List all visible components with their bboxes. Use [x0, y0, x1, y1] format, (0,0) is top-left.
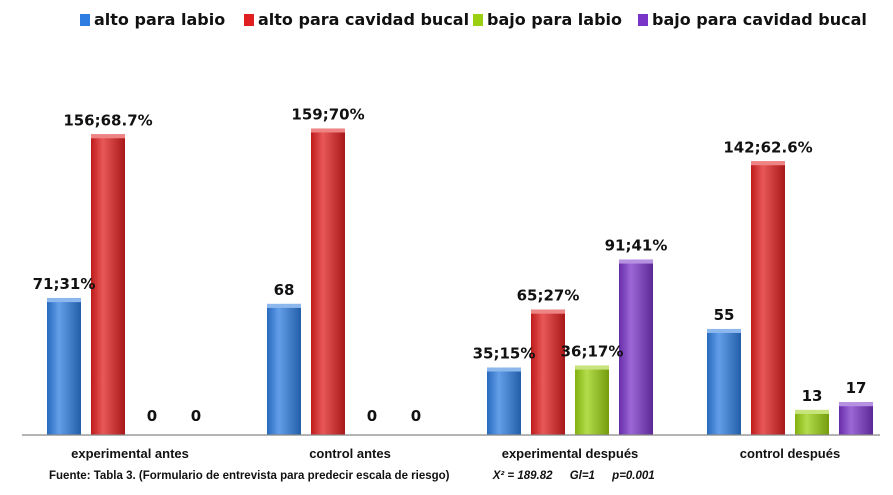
- category-label: experimental después: [502, 446, 639, 461]
- chart-footer: Fuente: Tabla 3. (Formulario de entrevis…: [49, 470, 669, 482]
- data-label: 159;70%: [291, 105, 364, 123]
- bar: [267, 303, 301, 435]
- bar-top: [311, 128, 345, 133]
- data-label: 156;68.7%: [63, 111, 152, 129]
- statistics: X² = 189.82 Gl=1 p=0.001: [493, 470, 669, 482]
- bar: [619, 259, 653, 435]
- bar: [795, 409, 829, 435]
- chi-square-value: X² = 189.82: [492, 470, 553, 482]
- bar-top: [267, 303, 301, 308]
- bar: [839, 402, 873, 435]
- degrees-of-freedom: Gl=1: [569, 470, 595, 482]
- data-label: 71;31%: [33, 275, 96, 293]
- legend-swatch: [80, 14, 90, 26]
- bar: [531, 309, 565, 435]
- legend-item: alto para cavidad bucal: [244, 10, 469, 29]
- bar-top: [47, 298, 81, 303]
- bar: [487, 367, 521, 435]
- bar: [311, 128, 345, 435]
- legend-item: bajo para cavidad bucal: [638, 10, 867, 29]
- legend-label: alto para labio: [94, 10, 225, 29]
- data-label: 36;17%: [561, 343, 624, 361]
- data-label: 0: [147, 407, 157, 425]
- bar: [751, 161, 785, 435]
- bar-top: [619, 259, 653, 264]
- data-label: 0: [191, 407, 201, 425]
- bar: [91, 134, 125, 435]
- data-label: 17: [846, 379, 867, 397]
- legend-swatch: [473, 14, 483, 26]
- legend-swatch: [244, 14, 254, 26]
- bar-top: [707, 328, 741, 333]
- source-note: Fuente: Tabla 3. (Formulario de entrevis…: [49, 470, 450, 482]
- data-label: 13: [802, 387, 823, 405]
- data-label: 142;62.6%: [723, 138, 812, 156]
- bar: [707, 328, 741, 435]
- data-label: 91;41%: [605, 237, 668, 255]
- bar-top: [839, 402, 873, 407]
- data-label: 65;27%: [517, 287, 580, 305]
- bar-chart: alto para labio alto para cavidad bucal ba…: [22, 10, 880, 461]
- bar-top: [487, 367, 521, 372]
- category-label: experimental antes: [71, 446, 189, 461]
- chart-category-labels: experimental antes control antes experimen…: [71, 446, 840, 461]
- bar-top: [575, 365, 609, 370]
- legend-swatch: [638, 14, 648, 26]
- legend-label: alto para cavidad bucal: [258, 10, 469, 29]
- data-label: 68: [274, 281, 295, 299]
- bar-top: [751, 161, 785, 166]
- p-value: p=0.001: [612, 470, 655, 482]
- data-label: 35;15%: [473, 345, 536, 363]
- chart-bars: [47, 128, 873, 435]
- bar-top: [531, 309, 565, 314]
- data-label: 0: [367, 407, 377, 425]
- legend-item: alto para labio: [80, 10, 225, 29]
- chart-legend: alto para labio alto para cavidad bucal ba…: [80, 10, 867, 29]
- bar: [575, 365, 609, 435]
- bar: [47, 298, 81, 435]
- chart-data-labels: 71;31% 156;68.7% 0 0 68 159;70% 0 0 35;15% 65;27%…: [33, 105, 867, 425]
- category-label: control después: [740, 446, 840, 461]
- legend-label: bajo para labio: [487, 10, 622, 29]
- legend-item: bajo para labio: [473, 10, 622, 29]
- data-label: 0: [411, 407, 421, 425]
- bar-top: [91, 134, 125, 139]
- category-label: control antes: [309, 446, 391, 461]
- legend-label: bajo para cavidad bucal: [652, 10, 867, 29]
- data-label: 55: [714, 306, 735, 324]
- bar-top: [795, 409, 829, 414]
